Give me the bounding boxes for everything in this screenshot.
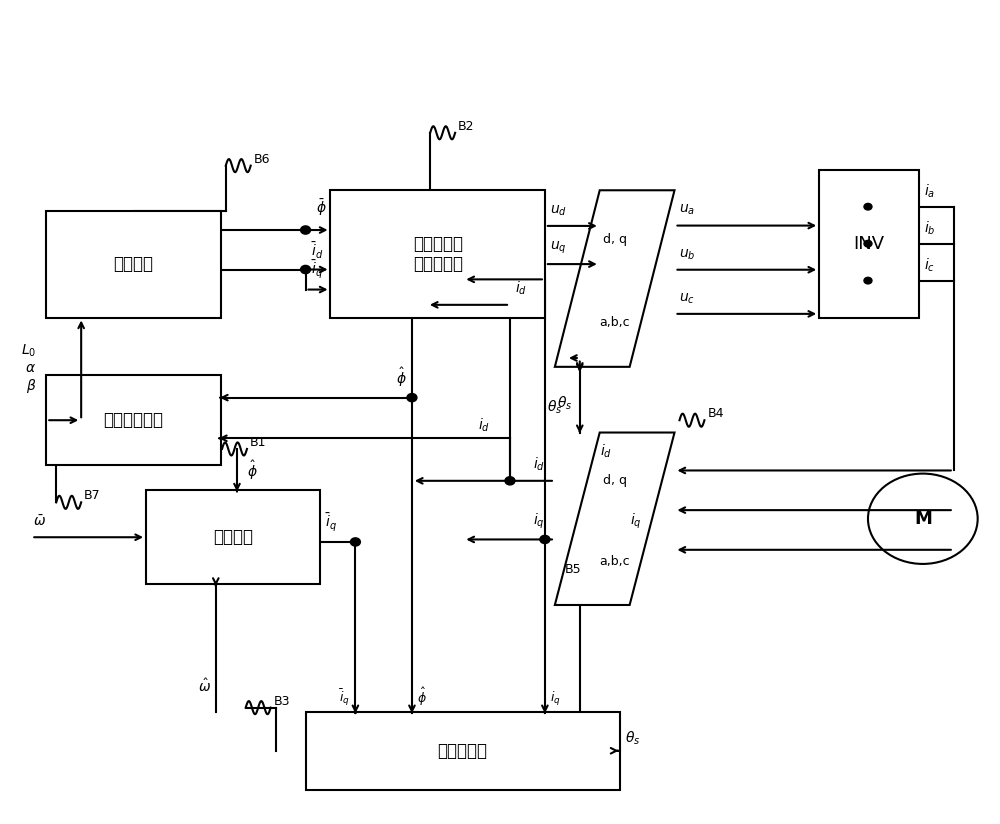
Text: B5: B5 [565, 564, 581, 576]
Text: d, q: d, q [603, 475, 627, 487]
Circle shape [864, 241, 872, 247]
Text: B4: B4 [707, 407, 724, 420]
Text: $i_{d}$: $i_{d}$ [533, 455, 545, 473]
Text: $u_{c}$: $u_{c}$ [679, 291, 696, 306]
Text: $i_{d}$: $i_{d}$ [515, 279, 527, 297]
Circle shape [505, 477, 515, 485]
Text: M: M [914, 510, 932, 527]
Text: 速度观测器: 速度观测器 [438, 742, 488, 760]
Circle shape [540, 536, 550, 544]
Text: INV: INV [853, 235, 885, 253]
Circle shape [868, 474, 978, 564]
Text: $\theta_s$: $\theta_s$ [557, 395, 573, 412]
Text: $u_{d}$: $u_{d}$ [550, 204, 567, 218]
Text: $u_{q}$: $u_{q}$ [550, 240, 566, 256]
Circle shape [407, 394, 417, 402]
Text: 通量轨迹: 通量轨迹 [114, 255, 154, 274]
Text: $\bar{i}_{q}$: $\bar{i}_{q}$ [311, 260, 322, 281]
Polygon shape [555, 433, 675, 605]
Text: B2: B2 [458, 119, 475, 133]
Text: $i_{d}$: $i_{d}$ [478, 417, 490, 434]
Text: $u_{a}$: $u_{a}$ [679, 203, 696, 218]
Text: d, q: d, q [603, 233, 627, 246]
Text: $i_{c}$: $i_{c}$ [924, 256, 935, 274]
Circle shape [350, 538, 360, 546]
Text: $i_{a}$: $i_{a}$ [924, 183, 935, 200]
Text: B1: B1 [250, 436, 266, 449]
FancyBboxPatch shape [146, 490, 320, 584]
FancyBboxPatch shape [330, 190, 545, 317]
Text: $\hat{\phi}$: $\hat{\phi}$ [417, 686, 427, 708]
Text: $\bar{i}_{q}$: $\bar{i}_{q}$ [339, 687, 350, 708]
Text: $i_{q}$: $i_{q}$ [630, 512, 641, 531]
Text: $\theta_s$: $\theta_s$ [547, 399, 563, 416]
Text: $\bar{\omega}$: $\bar{\omega}$ [33, 514, 46, 529]
Text: $i_{q}$: $i_{q}$ [533, 512, 545, 531]
Circle shape [301, 265, 311, 274]
Text: $i_{q}$: $i_{q}$ [550, 690, 561, 708]
Circle shape [301, 226, 311, 234]
Polygon shape [555, 190, 675, 367]
Text: $\bar{i}_{q}$: $\bar{i}_{q}$ [325, 512, 337, 534]
Text: $\hat{\omega}$: $\hat{\omega}$ [198, 678, 211, 695]
Text: $i_{b}$: $i_{b}$ [924, 220, 935, 237]
Text: 速度控制: 速度控制 [213, 528, 253, 546]
Text: B7: B7 [84, 489, 101, 503]
Text: $\bar{\phi}$: $\bar{\phi}$ [316, 197, 326, 218]
Text: B6: B6 [254, 152, 270, 166]
FancyBboxPatch shape [46, 211, 221, 317]
FancyBboxPatch shape [819, 170, 919, 317]
FancyBboxPatch shape [306, 712, 620, 789]
Text: $\bar{i}_{d}$: $\bar{i}_{d}$ [311, 241, 323, 261]
Text: $\hat{\phi}$: $\hat{\phi}$ [396, 366, 407, 390]
Text: 识别饱和参数: 识别饱和参数 [104, 411, 164, 429]
Circle shape [864, 204, 872, 210]
Text: a,b,c: a,b,c [599, 555, 630, 569]
Text: $\theta_s$: $\theta_s$ [625, 729, 640, 747]
Text: $\hat{\phi}$: $\hat{\phi}$ [247, 459, 258, 482]
Text: 电流控制和
通量观测器: 电流控制和 通量观测器 [413, 235, 463, 274]
Text: $L_0$
$\alpha$
$\beta$: $L_0$ $\alpha$ $\beta$ [21, 342, 36, 396]
Text: $u_{b}$: $u_{b}$ [679, 247, 696, 261]
FancyBboxPatch shape [46, 375, 221, 466]
Text: B3: B3 [274, 695, 290, 708]
Circle shape [864, 278, 872, 284]
Text: a,b,c: a,b,c [599, 316, 630, 330]
Text: $i_{d}$: $i_{d}$ [600, 442, 612, 461]
